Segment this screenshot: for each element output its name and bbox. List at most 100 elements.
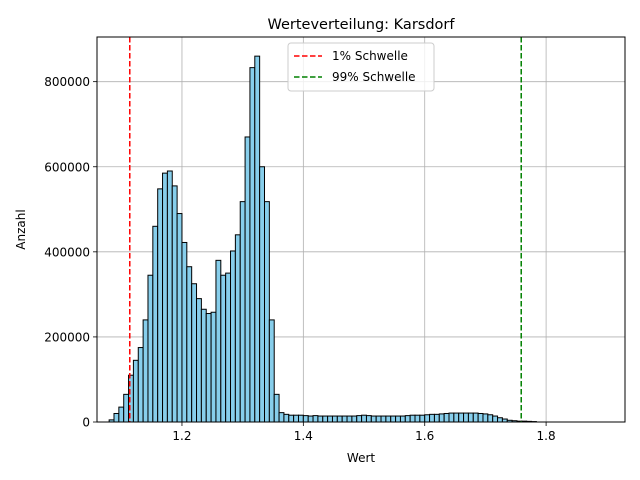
histogram-bar: [312, 415, 319, 423]
histogram-bar: [186, 266, 193, 423]
histogram-bar: [385, 415, 392, 423]
histogram-bar: [458, 412, 465, 423]
histogram-bar: [438, 413, 445, 423]
histogram-bar: [365, 415, 372, 423]
histogram-bar: [264, 201, 270, 423]
y-tick-label: 0: [82, 416, 90, 430]
histogram-bar: [419, 414, 426, 423]
x-axis-label: Wert: [347, 451, 375, 465]
histogram-bar: [327, 415, 333, 423]
histogram-bar: [200, 308, 207, 423]
histogram-bar: [380, 415, 387, 423]
histogram-bar: [259, 166, 266, 423]
histogram-bar: [220, 274, 227, 423]
histogram-bar: [429, 413, 435, 423]
histogram-bar: [191, 283, 198, 423]
histogram-bar: [395, 415, 401, 423]
histogram-bar: [317, 415, 324, 423]
histogram-bar: [361, 414, 367, 423]
histogram-bar: [162, 172, 168, 423]
histogram-bar: [132, 359, 139, 423]
x-tick-label: 1.4: [294, 429, 313, 443]
histogram-bar: [375, 415, 382, 423]
histogram-bar: [307, 415, 314, 423]
histogram-bar: [443, 412, 450, 423]
x-tick-label: 1.8: [537, 429, 556, 443]
histogram-bar: [225, 272, 232, 423]
histogram-bar: [249, 67, 256, 423]
histogram-bar: [147, 274, 154, 423]
histogram-bar: [273, 393, 280, 423]
histogram-bar: [414, 414, 421, 423]
legend-box: [287, 42, 435, 92]
histogram-bar: [487, 414, 494, 423]
histogram-bar: [336, 415, 343, 423]
histogram-bar: [278, 412, 285, 423]
histogram-bar: [293, 414, 299, 423]
y-tick-label: 600000: [44, 160, 90, 174]
histogram-bar: [137, 347, 144, 423]
histogram-bar: [113, 412, 120, 423]
axes-frame: [96, 36, 626, 423]
histogram-bar: [424, 414, 431, 423]
x-axis-ticks: 1.2 1.4 1.6 1.8: [172, 422, 556, 443]
histogram-bar: [463, 412, 469, 423]
histogram-bar: [322, 415, 329, 423]
y-tick-label: 400000: [44, 245, 90, 259]
histogram-bar: [404, 415, 411, 423]
histogram-bar: [283, 413, 290, 423]
histogram-bar: [433, 413, 440, 423]
histogram-bar: [118, 406, 125, 423]
y-axis-label: Anzahl: [14, 209, 28, 249]
x-tick-label: 1.2: [172, 429, 191, 443]
histogram-bar: [196, 298, 202, 423]
histogram-bar: [482, 413, 489, 423]
histogram-bar: [399, 415, 406, 423]
histogram-bar: [234, 234, 241, 423]
histogram-bar: [390, 415, 397, 423]
histogram-bar: [181, 241, 188, 423]
histogram-bar: [341, 415, 348, 423]
y-tick-label: 200000: [44, 330, 90, 344]
histogram-bar: [215, 259, 222, 423]
histogram-bar: [453, 412, 460, 423]
legend-label-1pct: 1% Schwelle: [332, 49, 408, 63]
histogram-bar: [492, 415, 499, 423]
histogram-bar: [152, 225, 159, 423]
histogram-bar: [409, 414, 416, 423]
histogram-bar: [472, 412, 479, 423]
histogram-bar: [497, 417, 503, 423]
histogram-bar: [123, 393, 130, 423]
histogram-bar: [230, 250, 236, 423]
grid-lines: [97, 37, 625, 423]
histogram-bar: [157, 188, 164, 423]
histogram-bar: [370, 415, 377, 423]
histogram-bar: [356, 415, 363, 423]
histogram-bar: [346, 415, 353, 423]
histogram-bar: [302, 415, 309, 423]
legend-label-99pct: 99% Schwelle: [332, 70, 416, 84]
histogram-bar: [210, 311, 217, 423]
y-tick-label: 800000: [44, 75, 90, 89]
chart-title: Werteverteilung: Karsdorf: [268, 17, 456, 33]
histogram-bar: [166, 170, 173, 423]
histogram-bar: [239, 201, 246, 423]
y-axis-ticks: 0 200000 400000 600000 800000: [44, 75, 97, 430]
histogram-bar: [331, 415, 338, 423]
histogram-bar: [288, 414, 295, 423]
histogram-bar: [448, 412, 455, 423]
histogram-bar: [467, 412, 474, 423]
histogram-bar: [297, 414, 304, 423]
histogram-bar: [171, 185, 178, 423]
histogram-bar: [205, 313, 212, 423]
histogram-bar: [351, 415, 358, 423]
threshold-lines: [129, 37, 522, 422]
histogram-bar: [268, 319, 275, 423]
histogram-bar: [477, 412, 484, 423]
histogram-bar: [176, 213, 183, 423]
histogram-bar: [254, 55, 261, 423]
legend: 1% Schwelle 99% Schwelle: [287, 42, 435, 92]
histogram-bar: [142, 319, 149, 423]
x-tick-label: 1.6: [415, 429, 434, 443]
